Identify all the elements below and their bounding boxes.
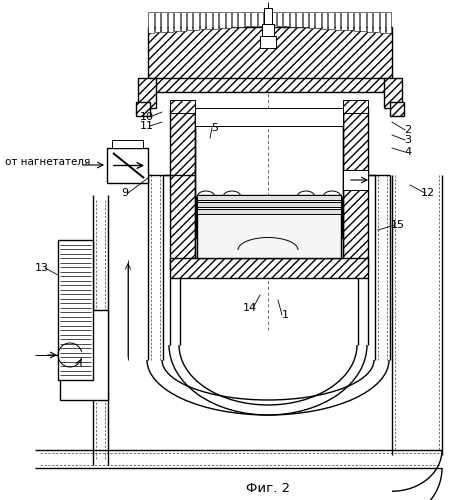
Bar <box>302 12 307 28</box>
Bar <box>197 195 340 200</box>
Bar <box>263 12 269 25</box>
Text: 3: 3 <box>404 135 410 145</box>
Bar <box>321 12 327 29</box>
Bar <box>136 102 150 116</box>
Bar <box>195 108 342 126</box>
Bar <box>225 12 231 28</box>
Bar <box>161 12 167 32</box>
Bar <box>321 197 341 238</box>
Bar <box>353 12 359 31</box>
Bar <box>148 78 391 92</box>
Text: 15: 15 <box>390 220 404 230</box>
Bar <box>315 12 320 28</box>
Bar <box>212 12 217 28</box>
Bar <box>244 12 250 26</box>
Bar <box>334 12 339 29</box>
Bar <box>219 12 224 28</box>
Bar <box>222 197 242 238</box>
Bar <box>296 12 301 27</box>
Bar <box>328 12 333 29</box>
Bar <box>174 12 179 31</box>
Bar <box>259 36 275 48</box>
Bar <box>238 12 243 27</box>
Bar <box>193 12 198 30</box>
Text: 13: 13 <box>35 263 49 273</box>
Text: от нагнетателя: от нагнетателя <box>5 157 90 167</box>
Bar <box>112 140 143 148</box>
Bar <box>383 78 401 108</box>
Bar <box>379 12 384 32</box>
Bar <box>308 12 314 28</box>
Bar <box>270 12 275 26</box>
Bar <box>342 170 367 190</box>
Bar <box>196 197 216 238</box>
Text: Фиг. 2: Фиг. 2 <box>245 482 289 494</box>
Bar <box>148 27 391 80</box>
Bar <box>167 12 173 32</box>
Text: 14: 14 <box>243 303 257 313</box>
Bar <box>180 12 186 30</box>
Bar <box>148 12 154 33</box>
Text: 1: 1 <box>281 310 288 320</box>
Bar <box>197 202 340 207</box>
Bar <box>107 148 148 183</box>
Bar <box>385 12 391 33</box>
Bar <box>155 12 160 32</box>
Bar <box>60 310 108 400</box>
Bar <box>340 12 346 30</box>
Bar <box>138 78 156 108</box>
Bar <box>251 12 256 26</box>
Bar <box>170 258 367 278</box>
Bar <box>199 12 205 29</box>
Bar <box>276 12 282 26</box>
Bar <box>289 12 294 26</box>
Text: 11: 11 <box>140 121 154 131</box>
Text: 12: 12 <box>420 188 434 198</box>
Bar <box>232 12 237 27</box>
Bar <box>373 12 378 32</box>
Bar <box>283 12 288 26</box>
Bar <box>257 12 263 26</box>
Bar <box>197 195 340 258</box>
Bar <box>347 12 352 30</box>
Bar <box>170 108 195 270</box>
Bar <box>295 197 315 238</box>
Bar <box>342 108 367 270</box>
Text: 9: 9 <box>121 188 128 198</box>
Text: 10: 10 <box>140 112 154 122</box>
Bar <box>187 12 192 30</box>
Text: 5: 5 <box>211 123 218 133</box>
Bar <box>170 100 195 113</box>
Text: 2: 2 <box>404 125 411 135</box>
Bar <box>58 240 93 380</box>
Bar <box>197 209 340 214</box>
Bar <box>206 12 211 29</box>
Text: 4: 4 <box>404 147 411 157</box>
Bar <box>262 24 273 36</box>
Bar <box>342 100 367 113</box>
Bar <box>366 12 371 32</box>
Bar <box>359 12 365 32</box>
Bar <box>263 8 271 24</box>
Bar <box>389 102 403 116</box>
